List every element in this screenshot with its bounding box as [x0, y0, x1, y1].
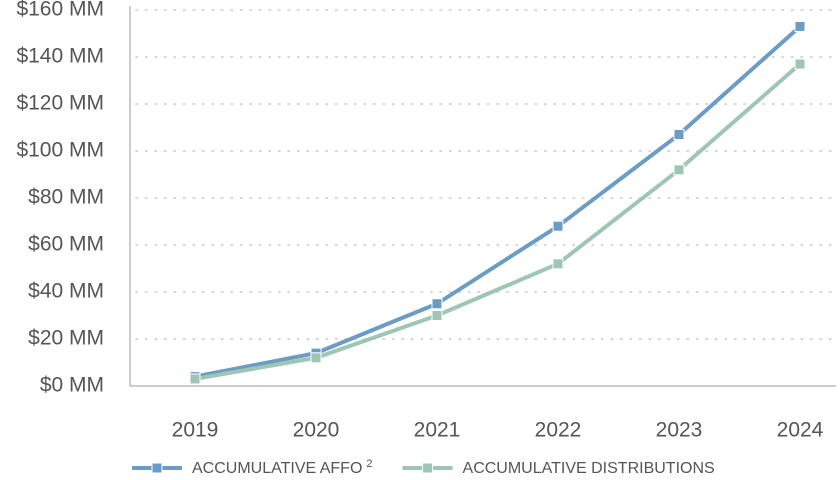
- legend-label: ACCUMULATIVE AFFO 2: [192, 458, 373, 477]
- y-tick-label: $140 MM: [16, 45, 104, 68]
- point-marker: [552, 258, 564, 270]
- point-marker: [552, 220, 564, 232]
- x-tick-label: 2020: [293, 419, 340, 442]
- legend-marker: [151, 462, 163, 474]
- legend-superscript: 2: [366, 458, 372, 470]
- x-tick-label: 2024: [777, 419, 824, 442]
- point-marker: [310, 352, 322, 364]
- point-marker: [794, 58, 806, 70]
- series-line: [194, 62, 802, 381]
- y-tick-label: $160 MM: [16, 0, 104, 21]
- x-tick-label: 2023: [656, 419, 703, 442]
- legend-marker: [422, 462, 434, 474]
- y-tick-label: $100 MM: [16, 139, 104, 162]
- y-tick-label: $20 MM: [28, 327, 104, 350]
- x-tick-label: 2022: [535, 419, 582, 442]
- legend-name: ACCUMULATIVE AFFO: [192, 460, 362, 477]
- x-tick-label: 2021: [414, 419, 461, 442]
- point-marker: [673, 164, 685, 176]
- point-marker: [794, 20, 806, 32]
- y-tick-label: $80 MM: [28, 186, 104, 209]
- y-tick-label: $60 MM: [28, 233, 104, 256]
- y-tick-label: $120 MM: [16, 92, 104, 115]
- y-tick-label: $0 MM: [40, 374, 104, 397]
- legend-name: ACCUMULATIVE DISTRIBUTIONS: [463, 460, 715, 477]
- point-marker: [431, 298, 443, 310]
- point-marker: [431, 310, 443, 321]
- legend-label: ACCUMULATIVE DISTRIBUTIONS: [463, 460, 715, 477]
- x-tick-label: 2019: [172, 419, 219, 442]
- y-tick-label: $40 MM: [28, 280, 104, 303]
- point-marker: [673, 129, 685, 141]
- point-marker: [189, 373, 201, 385]
- series-line: [194, 24, 802, 379]
